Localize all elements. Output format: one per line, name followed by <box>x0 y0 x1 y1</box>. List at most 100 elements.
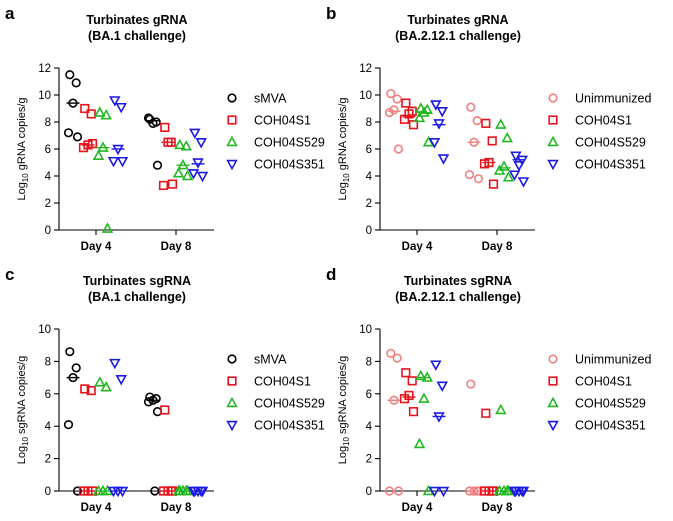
data-point <box>498 160 510 171</box>
series-COH04S529 <box>92 106 194 233</box>
data-point <box>80 384 90 394</box>
data-point <box>430 100 442 111</box>
data-point <box>428 486 441 498</box>
chart-title-line1: Turbinates sgRNA <box>83 274 191 288</box>
y-tick-label: 0 <box>45 486 51 498</box>
data-point <box>94 106 106 117</box>
series-COH04S529 <box>413 369 515 496</box>
data-point <box>418 392 430 403</box>
series-COH04S1 <box>399 368 499 496</box>
data-point <box>433 119 445 130</box>
data-point <box>493 164 506 175</box>
data-point <box>107 156 120 168</box>
panel-a: a Turbinates gRNA (BA.1 challenge) 0 2 4 6 8 10 1… <box>5 4 325 253</box>
legend-marker <box>226 135 238 147</box>
legend-label: sMVA <box>254 92 287 106</box>
data-point <box>389 105 399 115</box>
y-tick-label: 12 <box>38 63 51 75</box>
data-point <box>187 169 200 180</box>
y-tick-label: 6 <box>45 144 51 156</box>
x-category-label: Day 4 <box>402 241 433 253</box>
data-point <box>150 486 160 496</box>
data-point <box>393 144 404 154</box>
y-axis-label-suffix: gRNA copies/g <box>16 97 28 173</box>
y-tick-label: 4 <box>366 171 373 183</box>
y-axis-label: Log10 sgRNA copies/g <box>337 356 351 465</box>
legend-item: COH04S529 <box>547 136 646 150</box>
series-COH04S351 <box>107 358 209 498</box>
legend-label: COH04S351 <box>575 158 646 172</box>
data-point <box>152 160 163 170</box>
legend-item: Unimmunized <box>548 92 651 106</box>
y-axis-label: Log10 gRNA copies/g <box>16 97 30 200</box>
data-point <box>115 102 127 114</box>
data-point <box>466 379 476 389</box>
y-axis-label-prefix: Log <box>337 182 349 200</box>
legend-marker <box>547 159 559 171</box>
data-point <box>196 171 209 183</box>
y-axis-label-prefix: Log <box>16 446 28 464</box>
data-point <box>152 407 163 417</box>
legend-item: COH04S529 <box>226 135 325 150</box>
legend-item: COH04S1 <box>548 375 632 389</box>
y-tick-label: 4 <box>45 421 52 433</box>
chart-title-line2: (BA.1 challenge) <box>88 290 186 304</box>
y-axis-label: Log10 gRNA copies/g <box>337 97 351 200</box>
data-point <box>407 376 417 386</box>
legend-label: COH04S351 <box>254 419 325 433</box>
data-point <box>495 118 507 129</box>
data-point <box>422 135 435 147</box>
data-point <box>401 368 411 378</box>
data-point <box>87 139 98 149</box>
legend-label: sMVA <box>254 353 287 367</box>
series-COH04S529 <box>413 102 515 182</box>
x-category-label: Day 4 <box>402 502 433 514</box>
y-tick-label: 10 <box>359 90 372 102</box>
panel-letter: c <box>5 265 14 284</box>
data-point <box>428 138 441 149</box>
data-point <box>392 94 402 104</box>
panel-c: c Turbinates sgRNA (BA.1 challenge) 0 2 4 6 8 10… <box>5 265 325 514</box>
data-point <box>487 136 497 146</box>
y-axis-label-subscript: 10 <box>21 173 30 182</box>
y-tick-label: 10 <box>38 324 51 336</box>
legend-marker <box>226 420 238 432</box>
legend-item: sMVA <box>227 353 287 367</box>
x-category-label: Day 8 <box>161 241 192 253</box>
panel-d: d Turbinates sgRNA (BA.2.12.1 challenge) 0 2… <box>326 265 651 514</box>
y-tick-label: 6 <box>366 144 372 156</box>
data-point <box>422 484 435 496</box>
data-point <box>174 138 186 150</box>
legend-item: COH04S1 <box>227 114 311 128</box>
y-axis-label-prefix: Log <box>16 182 28 200</box>
chart-title-line1: Turbinates gRNA <box>86 13 187 27</box>
data-point <box>101 222 114 233</box>
data-point <box>78 143 89 153</box>
y-axis-label-subscript: 10 <box>342 436 351 445</box>
y-tick-label: 0 <box>366 486 372 498</box>
data-point <box>481 408 491 418</box>
data-point <box>437 154 450 165</box>
data-point <box>189 128 201 140</box>
legend-marker <box>227 115 237 125</box>
data-point <box>513 161 525 172</box>
data-point <box>63 419 74 430</box>
legend-marker <box>227 354 237 364</box>
x-category-label: Day 8 <box>161 502 192 514</box>
data-point <box>172 167 185 178</box>
data-point <box>517 177 530 188</box>
data-point <box>143 113 154 123</box>
series-COH04S351 <box>428 360 530 498</box>
data-point <box>71 363 81 373</box>
legend-item: COH04S351 <box>547 158 646 172</box>
y-tick-label: 2 <box>45 454 51 466</box>
data-point <box>436 107 448 118</box>
legend-item: COH04S351 <box>226 419 325 433</box>
y-tick-label: 4 <box>45 171 52 183</box>
data-point <box>109 358 121 370</box>
legend-label: Unimmunized <box>575 92 651 106</box>
legend-label: COH04S529 <box>254 397 325 411</box>
y-tick-label: 6 <box>45 389 51 401</box>
y-tick-label: 0 <box>45 225 51 237</box>
chart-title-line2: (BA.2.12.1 challenge) <box>395 290 521 304</box>
